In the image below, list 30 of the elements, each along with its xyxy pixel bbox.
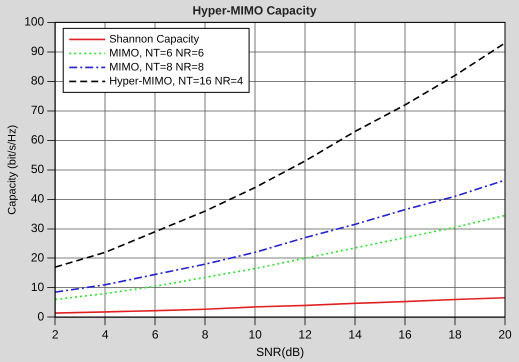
y-tick-label: 60	[30, 132, 45, 147]
legend-label: MIMO, NT=6 NR=6	[109, 47, 204, 60]
line-series	[55, 179, 505, 293]
y-tick-label: 80	[30, 74, 45, 88]
y-tick-label: 30	[30, 221, 45, 236]
x-tick-label: 18	[448, 328, 462, 342]
legend-label: MIMO, NT=8 NR=8	[109, 61, 204, 74]
x-tick-label: 10	[248, 328, 262, 342]
legend-label: Hyper-MIMO, NT=16 NR=4	[109, 75, 244, 88]
line-series	[55, 214, 505, 300]
x-axis-title: SNR(dB)	[256, 345, 304, 360]
legend-label: Shannon Capacity	[109, 33, 200, 46]
x-tick-label: 20	[498, 328, 512, 342]
x-tick-label: 14	[348, 328, 362, 342]
x-tick-label: 6	[152, 328, 159, 342]
y-tick-label: 10	[30, 280, 45, 294]
y-tick-label: 0	[38, 310, 45, 324]
x-tick-label: 12	[298, 328, 312, 342]
y-tick-label: 40	[30, 192, 45, 206]
y-axis-title: Capacity (bit/s/Hz)	[6, 124, 19, 215]
x-tick-label: 16	[398, 328, 412, 342]
y-tick-label: 50	[30, 162, 45, 176]
y-tick-label: 70	[30, 103, 45, 118]
chart-title: Hyper-MIMO Capacity	[192, 4, 317, 18]
y-tick-label: 20	[30, 250, 45, 265]
x-tick-label: 2	[52, 328, 59, 342]
x-tick-label: 8	[202, 328, 209, 342]
x-tick-label: 4	[102, 328, 109, 342]
y-tick-label: 90	[30, 44, 45, 58]
y-tick-label: 100	[24, 14, 45, 29]
